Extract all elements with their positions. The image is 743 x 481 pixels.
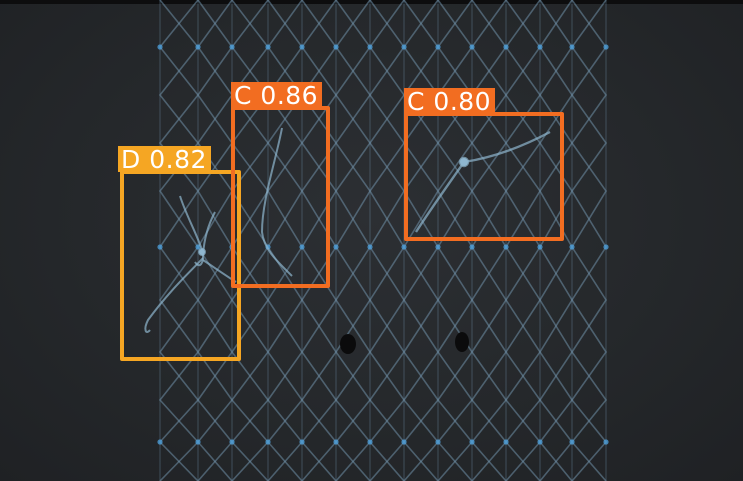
net-knot (299, 244, 305, 250)
net-holes (340, 332, 469, 354)
net-knot (229, 44, 235, 50)
detection-label: C 0.80 (404, 87, 496, 116)
net-knot (265, 439, 271, 445)
net-knot (503, 439, 509, 445)
net-knot (401, 44, 407, 50)
net-knot (299, 439, 305, 445)
net-knot (435, 244, 441, 250)
confidence-score: 0.80 (433, 87, 492, 116)
net-thread (368, 0, 406, 481)
net-thread (570, 0, 608, 481)
net-knot (537, 439, 543, 445)
net-knot (435, 439, 441, 445)
net-knot (569, 44, 575, 50)
net-knot (367, 244, 373, 250)
net-knot (469, 44, 475, 50)
net-knot (299, 44, 305, 50)
net-knot (333, 439, 339, 445)
net-knot (333, 44, 339, 50)
net-knot (503, 244, 509, 250)
specimen-larva-c2 (414, 130, 551, 233)
detection-label: D 0.82 (118, 145, 211, 174)
bounding-box (404, 112, 564, 241)
class-label: C (234, 81, 252, 110)
confidence-score: 0.82 (149, 145, 207, 174)
net-knot (569, 439, 575, 445)
net-knot (401, 244, 407, 250)
net-knot (537, 44, 543, 50)
specimen-larva-c1 (260, 127, 293, 277)
detection-label: C 0.86 (231, 81, 323, 110)
class-label: C (407, 87, 425, 116)
net-knot (569, 244, 575, 250)
net-knot (229, 439, 235, 445)
net-thread (334, 0, 372, 481)
bounding-box (120, 170, 241, 361)
net-knot (265, 44, 271, 50)
net-knot (469, 244, 475, 250)
net-knot (401, 439, 407, 445)
net-knot (157, 244, 163, 250)
net-knot (469, 439, 475, 445)
confidence-score: 0.86 (260, 81, 319, 110)
bounding-box (231, 106, 330, 288)
net-knot (195, 244, 201, 250)
net-knot (157, 439, 163, 445)
net-knot (603, 44, 609, 50)
net-knot (195, 44, 201, 50)
net-knot (503, 44, 509, 50)
net-knot (435, 44, 441, 50)
net-knot (333, 244, 339, 250)
net-knot (367, 44, 373, 50)
net-knot (367, 439, 373, 445)
net-knot (603, 439, 609, 445)
net-knot (195, 439, 201, 445)
net-knot (157, 44, 163, 50)
class-label: D (121, 145, 141, 174)
net-knot (537, 244, 543, 250)
net-knot (603, 244, 609, 250)
